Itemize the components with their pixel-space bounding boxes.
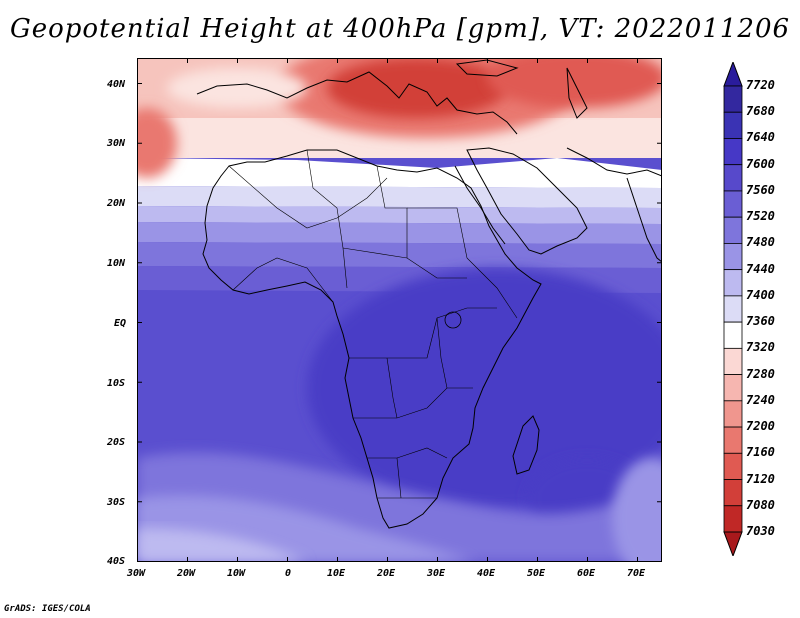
lon-label-50e: 50E <box>527 568 546 579</box>
lon-label-10e: 10E <box>327 568 346 579</box>
colorbar-swatch <box>723 321 743 349</box>
grads-credit: GrADS: IGES/COLA <box>4 604 91 614</box>
colorbar-level-label: 7030 <box>746 524 775 538</box>
axis-ticks <box>137 58 662 562</box>
lat-label-10s: 10S <box>107 378 126 389</box>
colorbar-level-label: 7080 <box>746 497 775 512</box>
colorbar-swatch <box>723 138 743 166</box>
colorbar-swatch <box>723 400 743 428</box>
colorbar-swatch <box>723 216 743 244</box>
colorbar-swatch <box>723 452 743 480</box>
north-atlantic-ridge <box>167 68 307 108</box>
colorbar-level-label: 7440 <box>746 261 775 276</box>
colorbar-swatch <box>723 111 743 139</box>
map-title: Geopotential Height at 400hPa [gpm], VT:… <box>9 14 791 44</box>
band-7520 <box>137 242 662 268</box>
colorbar-level-label: 7240 <box>746 392 775 407</box>
map-border <box>137 58 662 562</box>
band-360-white <box>137 158 662 188</box>
atlantic-low <box>137 108 177 178</box>
colorbar-level-label: 7680 <box>746 104 775 119</box>
band-7440 <box>137 206 662 224</box>
lon-label-20w: 20W <box>177 568 196 579</box>
colorbar-swatch <box>723 164 743 192</box>
colorbar-swatch <box>723 85 743 113</box>
lon-label-60e: 60E <box>577 568 596 579</box>
colorbar-swatch <box>723 269 743 297</box>
band-7480 <box>137 222 662 244</box>
colorbar-level-label: 7480 <box>746 235 775 250</box>
colorbar-level-label: 7280 <box>746 366 775 381</box>
map-panel <box>137 58 662 562</box>
colorbar-level-label: 7320 <box>746 340 775 355</box>
band-7400 <box>137 186 662 208</box>
colorbar-level-label: 7400 <box>746 287 775 302</box>
lat-label-40n: 40N <box>107 79 126 90</box>
colorbar-top-arrow <box>723 62 743 87</box>
lon-label-70e: 70E <box>627 568 646 579</box>
lat-label-20s: 20S <box>107 437 126 448</box>
southeast-trough <box>612 458 662 562</box>
lat-label-30s: 30S <box>107 497 126 508</box>
lat-label-20n: 20N <box>107 198 126 209</box>
colorbar-level-label: 7120 <box>746 471 775 486</box>
lake-victoria <box>444 311 462 329</box>
lon-label-0: 0 <box>285 568 292 579</box>
lat-label-eq: EQ <box>114 318 127 329</box>
colorbar <box>723 62 743 556</box>
colorbar-level-label: 7560 <box>746 182 775 197</box>
band-south-7440 <box>137 528 307 562</box>
lon-label-40e: 40E <box>477 568 496 579</box>
colorbar-bottom-arrow <box>723 531 743 556</box>
lon-label-10w: 10W <box>227 568 246 579</box>
country-borders <box>228 149 518 499</box>
geopotential-height-map <box>137 58 662 562</box>
tropical-high <box>307 268 662 508</box>
colorbar-level-label: 7600 <box>746 156 775 171</box>
lat-label-40s: 40S <box>107 556 126 567</box>
colorbar-swatch <box>723 479 743 507</box>
colorbar-level-label: 7360 <box>746 314 775 329</box>
colorbar-level-label: 7200 <box>746 419 775 434</box>
colorbar-swatch <box>723 374 743 402</box>
lon-label-30w: 30W <box>127 568 146 579</box>
colorbar-level-label: 7640 <box>746 130 775 145</box>
lat-label-10n: 10N <box>107 258 126 269</box>
colorbar-swatch <box>723 190 743 218</box>
lat-label-30n: 30N <box>107 138 126 149</box>
colorbar-level-label: 7160 <box>746 445 775 460</box>
colorbar-swatch <box>723 505 743 533</box>
lon-label-30e: 30E <box>427 568 446 579</box>
lon-label-20e: 20E <box>377 568 396 579</box>
colorbar-level-label: 7720 <box>746 78 775 92</box>
colorbar-swatch <box>723 347 743 375</box>
colorbar-swatch <box>723 243 743 271</box>
colorbar-swatch <box>723 295 743 323</box>
colorbar-level-label: 7520 <box>746 209 775 224</box>
colorbar-swatch <box>723 426 743 454</box>
